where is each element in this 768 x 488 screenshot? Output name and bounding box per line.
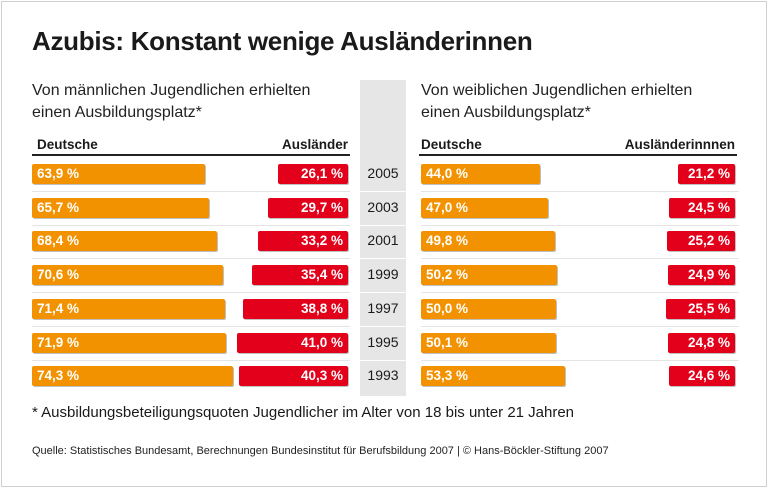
bar-auslaender: 25,5 % (666, 298, 735, 319)
bar-deutsche: 50,2 % (421, 265, 557, 286)
bar-auslaender: 38,8 % (243, 298, 348, 319)
bar-auslaender: 29,7 % (267, 197, 348, 218)
header-rule (32, 154, 350, 156)
row-divider (360, 292, 406, 294)
year-label: 2005 (367, 165, 399, 181)
subtitle-line: einen Ausbildungsplatz* (32, 104, 202, 121)
subtitle-male: Von männlichen Jugendlichen erhielten ein… (32, 80, 310, 124)
bar-deutsche: 71,4 % (32, 298, 225, 319)
year-label: 2001 (367, 232, 399, 249)
row-divider (32, 325, 350, 327)
bar-auslaender: 35,4 % (252, 265, 348, 286)
bar-auslaender: 24,5 % (668, 197, 735, 218)
year-column (360, 80, 406, 396)
year-label: 2003 (367, 198, 399, 215)
bar-deutsche: 47,0 % (421, 197, 548, 218)
row-divider (32, 224, 350, 226)
bar-deutsche: 44,0 % (421, 164, 540, 184)
row-divider (32, 359, 350, 361)
subtitle-line: Von weiblichen Jugendlichen erhielten (421, 82, 693, 99)
bar-deutsche: 68,4 % (32, 231, 217, 252)
bar-deutsche: 65,7 % (32, 197, 210, 218)
legend-deutsche-male: Deutsche (37, 137, 98, 152)
bar-deutsche: 71,9 % (32, 332, 227, 353)
header-rule (419, 154, 737, 156)
row-divider (360, 224, 406, 226)
row-divider (32, 258, 350, 260)
year-label: 1995 (367, 333, 399, 350)
bar-auslaender: 40,3 % (239, 366, 348, 387)
bar-deutsche: 50,1 % (421, 332, 557, 353)
bar-auslaender: 25,2 % (666, 231, 735, 252)
year-label: 1999 (367, 266, 399, 283)
row-divider (421, 258, 739, 260)
bar-deutsche: 49,8 % (421, 231, 556, 252)
bar-deutsche: 74,3 % (32, 366, 233, 387)
bar-auslaender: 24,9 % (667, 265, 735, 286)
year-label: 1993 (367, 367, 399, 384)
row-divider (421, 359, 739, 361)
bar-auslaender: 26,1 % (277, 164, 348, 184)
source: Quelle: Statistisches Bundesamt, Berechn… (32, 445, 609, 457)
chart-title: Azubis: Konstant wenige Ausländerinnen (32, 26, 533, 56)
bar-deutsche: 70,6 % (32, 265, 223, 286)
row-divider (421, 191, 739, 192)
row-divider (360, 191, 406, 192)
legend-auslaenderinnen: Ausländerinnnen (624, 137, 735, 152)
footnote: * Ausbildungsbeteiligungsquoten Jugendli… (32, 404, 575, 421)
legend-auslaender: Ausländer (281, 137, 348, 152)
bar-deutsche: 53,3 % (421, 366, 565, 387)
row-divider (421, 325, 739, 327)
bar-deutsche: 63,9 % (32, 164, 205, 184)
subtitle-female: Von weiblichen Jugendlichen erhielten ein… (421, 80, 692, 124)
row-divider (360, 325, 406, 327)
bar-auslaender: 21,2 % (677, 164, 735, 184)
row-divider (360, 359, 406, 361)
year-label: 1997 (367, 299, 399, 316)
row-divider (32, 292, 350, 294)
bar-auslaender: 41,0 % (237, 332, 348, 353)
bar-auslaender: 33,2 % (258, 231, 348, 252)
bar-auslaender: 24,8 % (668, 332, 735, 353)
legend-deutsche-female: Deutsche (421, 137, 482, 152)
subtitle-line: einen Ausbildungsplatz* (421, 104, 591, 121)
subtitle-line: Von männlichen Jugendlichen erhielten (32, 82, 311, 99)
bar-auslaender: 24,6 % (668, 366, 735, 387)
bar-deutsche: 50,0 % (421, 298, 556, 319)
row-divider (421, 224, 739, 226)
row-divider (421, 292, 739, 294)
row-divider (360, 258, 406, 260)
row-divider (32, 191, 350, 192)
